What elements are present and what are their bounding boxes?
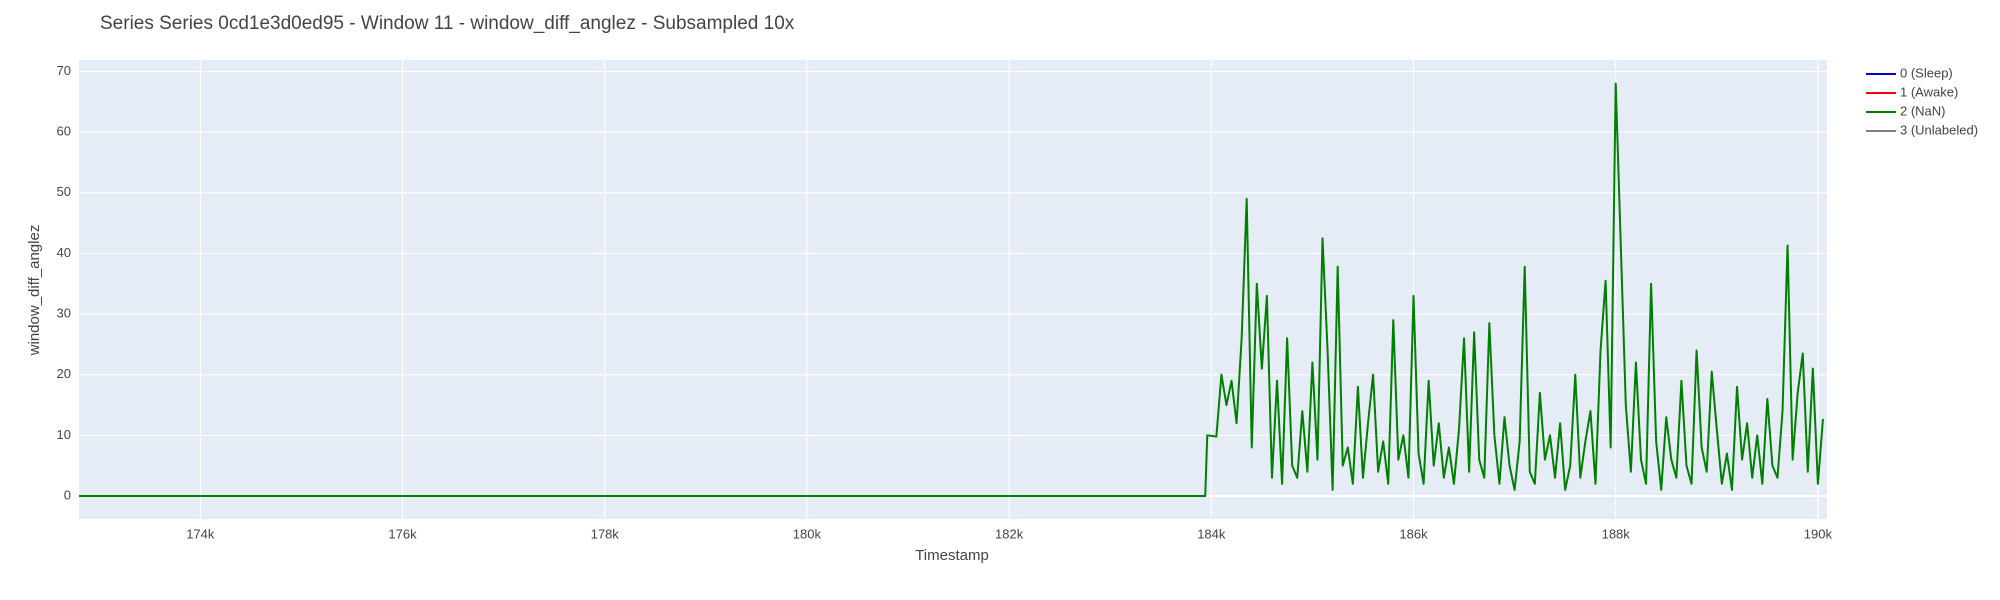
- x-tick-label: 190k: [1804, 526, 1833, 541]
- legend-label[interactable]: 2 (NaN): [1900, 103, 1946, 118]
- x-tick-label: 188k: [1602, 526, 1631, 541]
- y-tick-label: 40: [57, 245, 71, 260]
- series-line: [79, 82, 1824, 497]
- x-axis-title: Timestamp: [915, 547, 989, 564]
- y-tick-label: 20: [57, 366, 71, 381]
- chart-title: Series Series 0cd1e3d0ed95 - Window 11 -…: [100, 13, 795, 34]
- y-axis-title: window_diff_anglez: [26, 225, 43, 357]
- y-tick-label: 0: [64, 487, 71, 502]
- x-tick-label: 174k: [186, 526, 215, 541]
- x-tick-label: 186k: [1399, 526, 1428, 541]
- x-tick-label: 176k: [388, 526, 417, 541]
- x-tick-label: 178k: [591, 526, 620, 541]
- x-tick-label: 184k: [1197, 526, 1226, 541]
- x-tick-label: 182k: [995, 526, 1024, 541]
- legend-label[interactable]: 0 (Sleep): [1900, 65, 1953, 80]
- x-tick-label: 180k: [793, 526, 822, 541]
- plot-area: [79, 60, 1827, 519]
- y-tick-label: 30: [57, 305, 71, 320]
- y-tick-label: 60: [57, 124, 71, 139]
- y-tick-label: 50: [57, 184, 71, 199]
- y-tick-label: 10: [57, 427, 71, 442]
- legend-label[interactable]: 1 (Awake): [1900, 84, 1958, 99]
- legend-label[interactable]: 3 (Unlabeled): [1900, 122, 1978, 137]
- y-tick-label: 70: [57, 63, 71, 78]
